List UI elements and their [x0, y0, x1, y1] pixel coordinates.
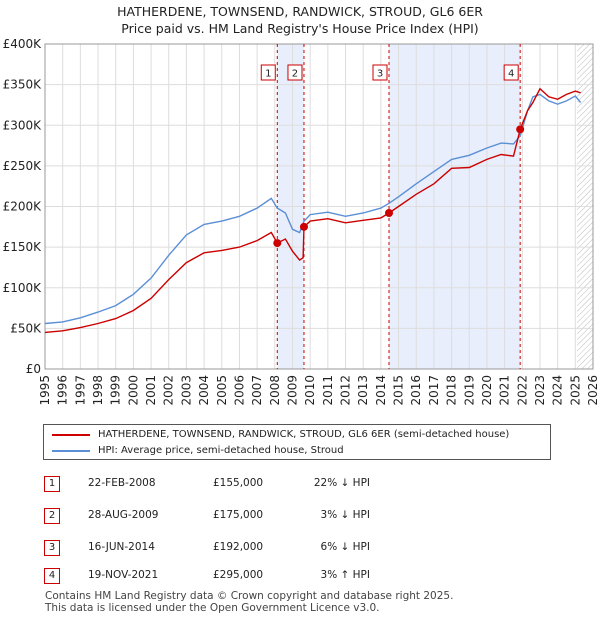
transaction-hpi-diff: 6% ↓ HPI [320, 541, 370, 553]
transaction-row: 3 16-JUN-2014 £192,000 6% ↓ HPI [0, 538, 600, 558]
x-tick-label: 1996 [56, 375, 70, 406]
sale-badge-label: 1 [265, 69, 271, 80]
x-tick-label: 2004 [197, 375, 211, 406]
transaction-row: 4 19-NOV-2021 £295,000 3% ↑ HPI [0, 566, 600, 586]
transaction-badge: 1 [44, 476, 60, 492]
sale-badge-box [287, 64, 303, 81]
y-tick-label: £250K [3, 159, 43, 173]
x-tick-label: 2002 [162, 375, 176, 406]
legend-label-property: HATHERDENE, TOWNSEND, RANDWICK, STROUD, … [98, 429, 510, 440]
sale-badge-box [503, 64, 519, 81]
transaction-price: £155,000 [213, 477, 264, 489]
x-tick-label: 2025 [568, 375, 582, 406]
y-tick-label: £350K [3, 78, 43, 92]
sale-badge-box [372, 64, 388, 81]
sale-badge-label: 4 [508, 69, 514, 80]
footer-licence: This data is licensed under the Open Gov… [45, 602, 380, 614]
legend-label-hpi: HPI: Average price, semi-detached house,… [98, 445, 344, 456]
x-tick-label: 2023 [533, 375, 547, 406]
x-tick-label: 2007 [250, 375, 264, 406]
y-tick-label: £100K [3, 281, 43, 295]
transaction-date: 28-AUG-2009 [88, 509, 159, 521]
x-tick-label: 2001 [144, 375, 158, 406]
x-tick-label: 2020 [480, 375, 494, 406]
y-tick-label: £150K [3, 240, 43, 254]
x-tick-label: 2026 [586, 375, 600, 406]
y-tick-label: £0 [26, 362, 41, 376]
transaction-price: £295,000 [213, 569, 264, 581]
transaction-price: £192,000 [213, 541, 264, 553]
sale-point [299, 222, 308, 231]
transaction-badge: 2 [44, 508, 60, 524]
plot-border [44, 43, 594, 370]
legend-swatch-hpi [52, 450, 90, 452]
sale-badge-label: 2 [292, 69, 298, 80]
transaction-hpi-diff: 3% ↓ HPI [320, 509, 370, 521]
x-tick-label: 2013 [356, 375, 370, 406]
x-tick-label: 2009 [285, 375, 299, 406]
x-tick-label: 2016 [409, 375, 423, 406]
y-tick-label: £300K [3, 118, 43, 132]
footer-copyright: Contains HM Land Registry data © Crown c… [45, 590, 454, 602]
x-tick-label: 2010 [303, 375, 317, 406]
x-tick-label: 2019 [462, 375, 476, 406]
transaction-badge: 3 [44, 540, 60, 556]
transaction-badge: 4 [44, 568, 60, 584]
transaction-date: 19-NOV-2021 [88, 569, 159, 581]
legend-swatch-property [52, 434, 90, 436]
y-tick-label: £50K [10, 321, 42, 335]
x-tick-label: 1995 [38, 375, 52, 406]
transaction-hpi-diff: 22% ↓ HPI [313, 477, 370, 489]
legend: HATHERDENE, TOWNSEND, RANDWICK, STROUD, … [43, 424, 551, 460]
x-tick-label: 2005 [215, 375, 229, 406]
x-tick-label: 2011 [321, 375, 335, 406]
x-tick-label: 2015 [392, 375, 406, 406]
x-tick-label: 2003 [179, 375, 193, 406]
chart-subtitle: Price paid vs. HM Land Registry's House … [121, 21, 479, 36]
transaction-row: 2 28-AUG-2009 £175,000 3% ↓ HPI [0, 506, 600, 526]
sale-badge-box [260, 64, 276, 81]
price-chart: £0 £50K £100K £150K £200K £250K £300K £350K £400… [3, 37, 600, 406]
x-tick-label: 2022 [515, 375, 529, 406]
x-tick-label: 2021 [498, 375, 512, 406]
x-tick-label: 2008 [268, 375, 282, 406]
transaction-row: 1 22-FEB-2008 £155,000 22% ↓ HPI [0, 474, 600, 494]
x-tick-label: 1998 [91, 375, 105, 406]
x-tick-label: 2018 [445, 375, 459, 406]
x-tick-label: 2014 [374, 375, 388, 406]
transaction-date: 22-FEB-2008 [88, 477, 156, 489]
x-tick-label: 1999 [109, 375, 123, 406]
chart-title: HATHERDENE, TOWNSEND, RANDWICK, STROUD, … [117, 4, 483, 19]
x-tick-label: 2000 [126, 375, 140, 406]
transaction-price: £175,000 [213, 509, 264, 521]
sale-point [385, 209, 394, 217]
x-tick-label: 2017 [427, 375, 441, 406]
sale-badge-label: 3 [377, 69, 383, 80]
x-tick-label: 1997 [73, 375, 87, 406]
sale-point [516, 125, 525, 134]
x-tick-label: 2024 [551, 375, 565, 406]
transaction-date: 16-JUN-2014 [88, 541, 155, 553]
y-tick-label: £200K [3, 200, 43, 214]
x-tick-label: 2006 [232, 375, 246, 406]
transaction-hpi-diff: 3% ↑ HPI [320, 569, 370, 581]
sale-point [273, 239, 282, 248]
property-series-line [44, 87, 581, 334]
x-tick-label: 2012 [339, 375, 353, 406]
y-tick-label: £400K [3, 37, 43, 51]
